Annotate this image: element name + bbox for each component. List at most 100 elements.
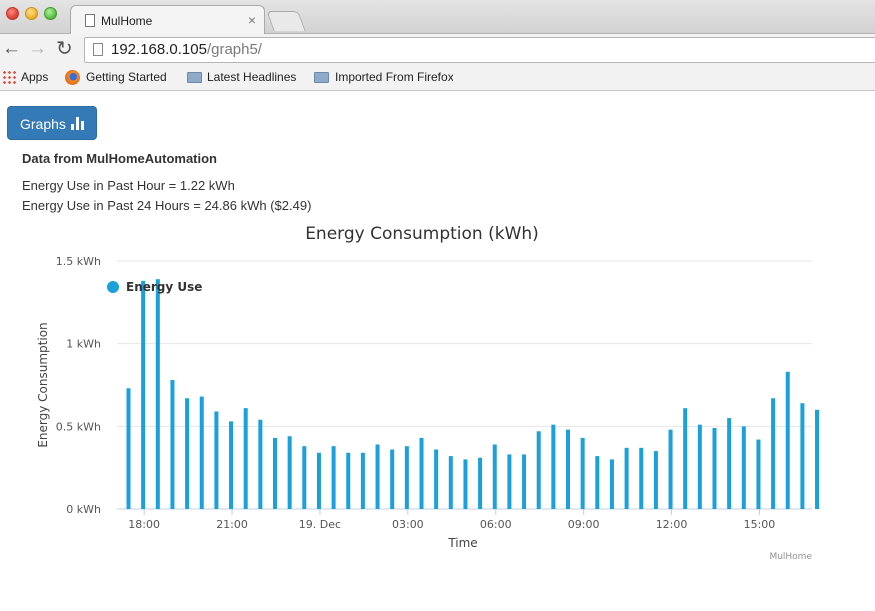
chart-bar bbox=[214, 411, 219, 509]
chart-bar bbox=[551, 424, 556, 509]
url-host: 192.168.0.105 bbox=[111, 41, 207, 58]
bookmarks-bar: Apps Getting Started Latest Headlines Im… bbox=[0, 66, 875, 91]
x-tick-label: 09:00 bbox=[568, 518, 600, 531]
url-text: 192.168.0.105/graph5/ bbox=[111, 41, 262, 58]
folder-icon bbox=[187, 72, 202, 83]
chart-bar bbox=[741, 426, 746, 509]
chart-bar bbox=[448, 456, 453, 509]
chart-bar bbox=[697, 424, 702, 509]
energy-chart: Energy Consumption (kWh) 0 kWh 0.5 kWh 1 kW… bbox=[0, 220, 875, 565]
bookmark-apps[interactable]: Apps bbox=[21, 70, 49, 84]
chart-bar bbox=[668, 429, 673, 509]
x-tick-label: 12:00 bbox=[656, 518, 688, 531]
chart-bar bbox=[595, 456, 600, 509]
x-tick-label: 15:00 bbox=[744, 518, 776, 531]
chart-bar bbox=[287, 436, 292, 509]
chart-bar bbox=[170, 380, 175, 509]
x-tick-label: 21:00 bbox=[216, 518, 248, 531]
chart-bar bbox=[258, 419, 263, 509]
x-axis-title: Time bbox=[447, 536, 477, 550]
chart-bar bbox=[273, 437, 277, 509]
chart-bar bbox=[302, 446, 307, 509]
bookmark-latest-headlines[interactable]: Latest Headlines bbox=[207, 70, 297, 84]
chart-bar bbox=[404, 446, 409, 509]
browser-toolbar: ← → ↻ 192.168.0.105/graph5/ bbox=[0, 34, 875, 66]
reload-icon[interactable]: ↻ bbox=[56, 38, 73, 60]
url-path: /graph5/ bbox=[206, 41, 262, 58]
chart-bar bbox=[609, 459, 614, 509]
firefox-icon bbox=[65, 70, 80, 85]
tab-mulhome[interactable]: MulHome × bbox=[70, 5, 265, 35]
y-axis-title: Energy Consumption bbox=[36, 322, 50, 447]
close-window-button[interactable] bbox=[6, 7, 19, 20]
apps-grid-icon bbox=[2, 70, 16, 84]
legend-label: Energy Use bbox=[126, 280, 202, 294]
chart-bar bbox=[566, 429, 570, 509]
folder-icon bbox=[314, 72, 329, 83]
chart-bar bbox=[492, 444, 497, 509]
page-icon bbox=[93, 43, 103, 56]
chart-bar bbox=[126, 388, 131, 509]
graphs-button[interactable]: Graphs bbox=[7, 106, 97, 140]
chart-bar bbox=[683, 408, 688, 509]
chart-bar bbox=[800, 403, 805, 509]
legend-marker bbox=[107, 281, 119, 293]
chart-bar bbox=[185, 398, 190, 509]
x-tick-label: 19. Dec bbox=[299, 518, 341, 531]
chart-bar bbox=[141, 280, 146, 509]
y-tick-label: 0.5 kWh bbox=[56, 420, 101, 433]
chart-bar bbox=[507, 454, 512, 509]
chart-bar bbox=[434, 449, 439, 509]
x-tick-label: 03:00 bbox=[392, 518, 424, 531]
chart-bar bbox=[785, 371, 790, 509]
chart-bar bbox=[522, 454, 527, 509]
chart-credits: MulHome bbox=[769, 552, 812, 562]
chart-bar bbox=[243, 408, 248, 509]
y-tick-label: 1.5 kWh bbox=[56, 255, 101, 268]
y-tick-label: 1 kWh bbox=[66, 338, 101, 351]
past-hour-usage: Energy Use in Past Hour = 1.22 kWh bbox=[22, 178, 235, 193]
chart-bar bbox=[478, 457, 483, 509]
tab-title: MulHome bbox=[101, 14, 153, 28]
chart-bar bbox=[199, 396, 204, 509]
chart-svg: Energy Consumption (kWh) 0 kWh 0.5 kWh 1 kW… bbox=[36, 224, 820, 562]
chart-bar bbox=[375, 444, 380, 509]
chart-bar bbox=[639, 447, 644, 509]
zoom-window-button[interactable] bbox=[44, 7, 57, 20]
forward-arrow-icon[interactable]: → bbox=[28, 38, 47, 59]
chart-bar bbox=[536, 431, 541, 509]
tab-close-icon[interactable]: × bbox=[247, 12, 256, 28]
bookmark-getting-started[interactable]: Getting Started bbox=[86, 70, 167, 84]
back-arrow-icon[interactable]: ← bbox=[2, 38, 21, 59]
bookmark-imported-from-firefox[interactable]: Imported From Firefox bbox=[335, 70, 453, 84]
y-tick-label: 0 kWh bbox=[66, 503, 101, 516]
past-day-usage: Energy Use in Past 24 Hours = 24.86 kWh … bbox=[22, 198, 312, 213]
chart-bar bbox=[580, 437, 585, 509]
chart-bar bbox=[624, 447, 629, 509]
new-tab-button[interactable] bbox=[266, 11, 306, 31]
chart-bar bbox=[463, 459, 468, 509]
chart-bar bbox=[771, 398, 776, 509]
chart-bar bbox=[316, 452, 321, 509]
browser-chrome: MulHome × ← → ↻ 192.168.0.105/graph5/ Ap… bbox=[0, 0, 875, 91]
chart-bar bbox=[360, 452, 365, 509]
graphs-button-label: Graphs bbox=[20, 116, 66, 132]
chart-bar bbox=[331, 446, 336, 509]
chart-bar bbox=[346, 452, 351, 509]
address-bar[interactable]: 192.168.0.105/graph5/ bbox=[84, 37, 875, 63]
chart-bar bbox=[815, 409, 820, 509]
chart-title: Energy Consumption (kWh) bbox=[305, 224, 539, 244]
x-tick-label: 18:00 bbox=[128, 518, 160, 531]
chart-bar bbox=[419, 437, 424, 509]
minimize-window-button[interactable] bbox=[25, 7, 38, 20]
chart-bar bbox=[155, 279, 160, 509]
tab-bar: MulHome × bbox=[0, 0, 875, 35]
chart-bar bbox=[653, 451, 658, 509]
chart-bar bbox=[390, 449, 395, 509]
chart-bar bbox=[756, 439, 761, 509]
x-tick-label: 06:00 bbox=[480, 518, 512, 531]
page-icon bbox=[85, 14, 95, 27]
chart-bar bbox=[229, 421, 234, 509]
chart-bar bbox=[712, 427, 717, 509]
bar-chart-icon bbox=[71, 117, 85, 130]
